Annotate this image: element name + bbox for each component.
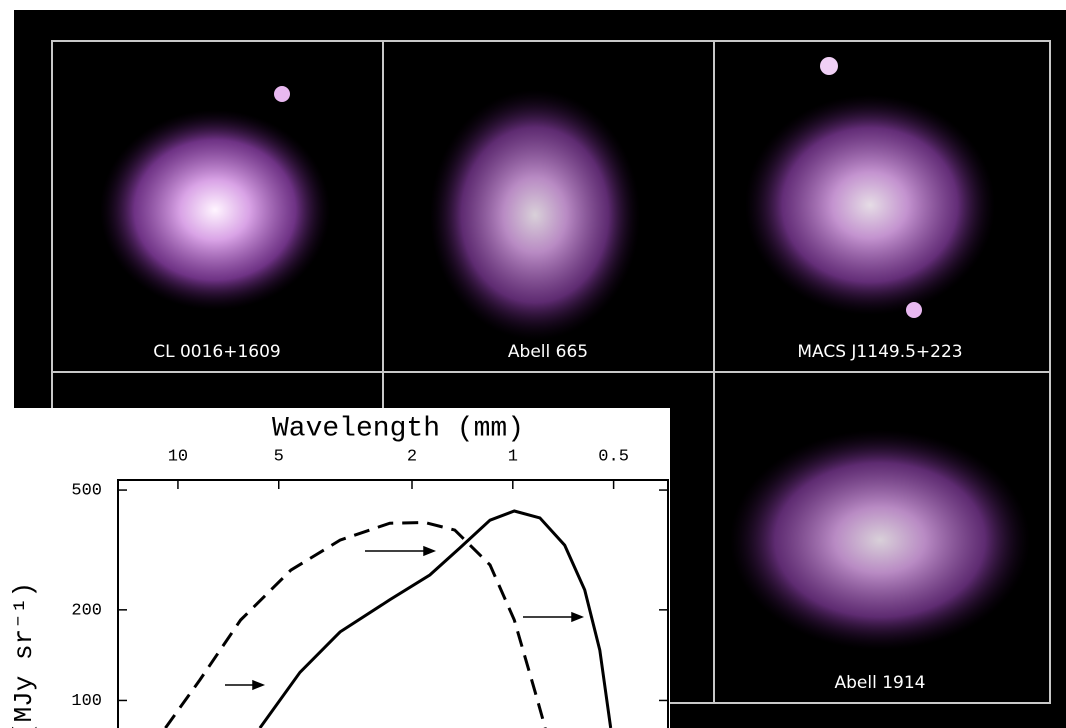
y-tick-label: 200 (71, 601, 102, 620)
panel-label: Abell 665 (508, 342, 588, 362)
panel-label: Abell 1914 (835, 673, 926, 693)
chart-panel (0, 408, 670, 728)
x-tick-label: 2 (407, 447, 417, 466)
y-tick-label: 500 (71, 482, 102, 501)
panel-label: CL 0016+1609 (153, 342, 281, 362)
x-tick-label: 0.5 (598, 447, 629, 466)
x-tick-label: 10 (168, 447, 188, 466)
x-tick-label: 5 (274, 447, 284, 466)
x-tick-label: 1 (508, 447, 518, 466)
y-axis-label: (MJy sr⁻¹) (9, 582, 39, 728)
chart-title: Wavelength (mm) (272, 413, 524, 444)
panel-label: MACS J1149.5+223 (797, 342, 962, 362)
y-tick-label: 100 (71, 692, 102, 711)
figure: CL 0016+1609 Abell 665 MACS J1149.5+223 … (0, 0, 1066, 728)
page: {"images": {"panels": ["CL 0016+1609", "… (0, 0, 1066, 728)
